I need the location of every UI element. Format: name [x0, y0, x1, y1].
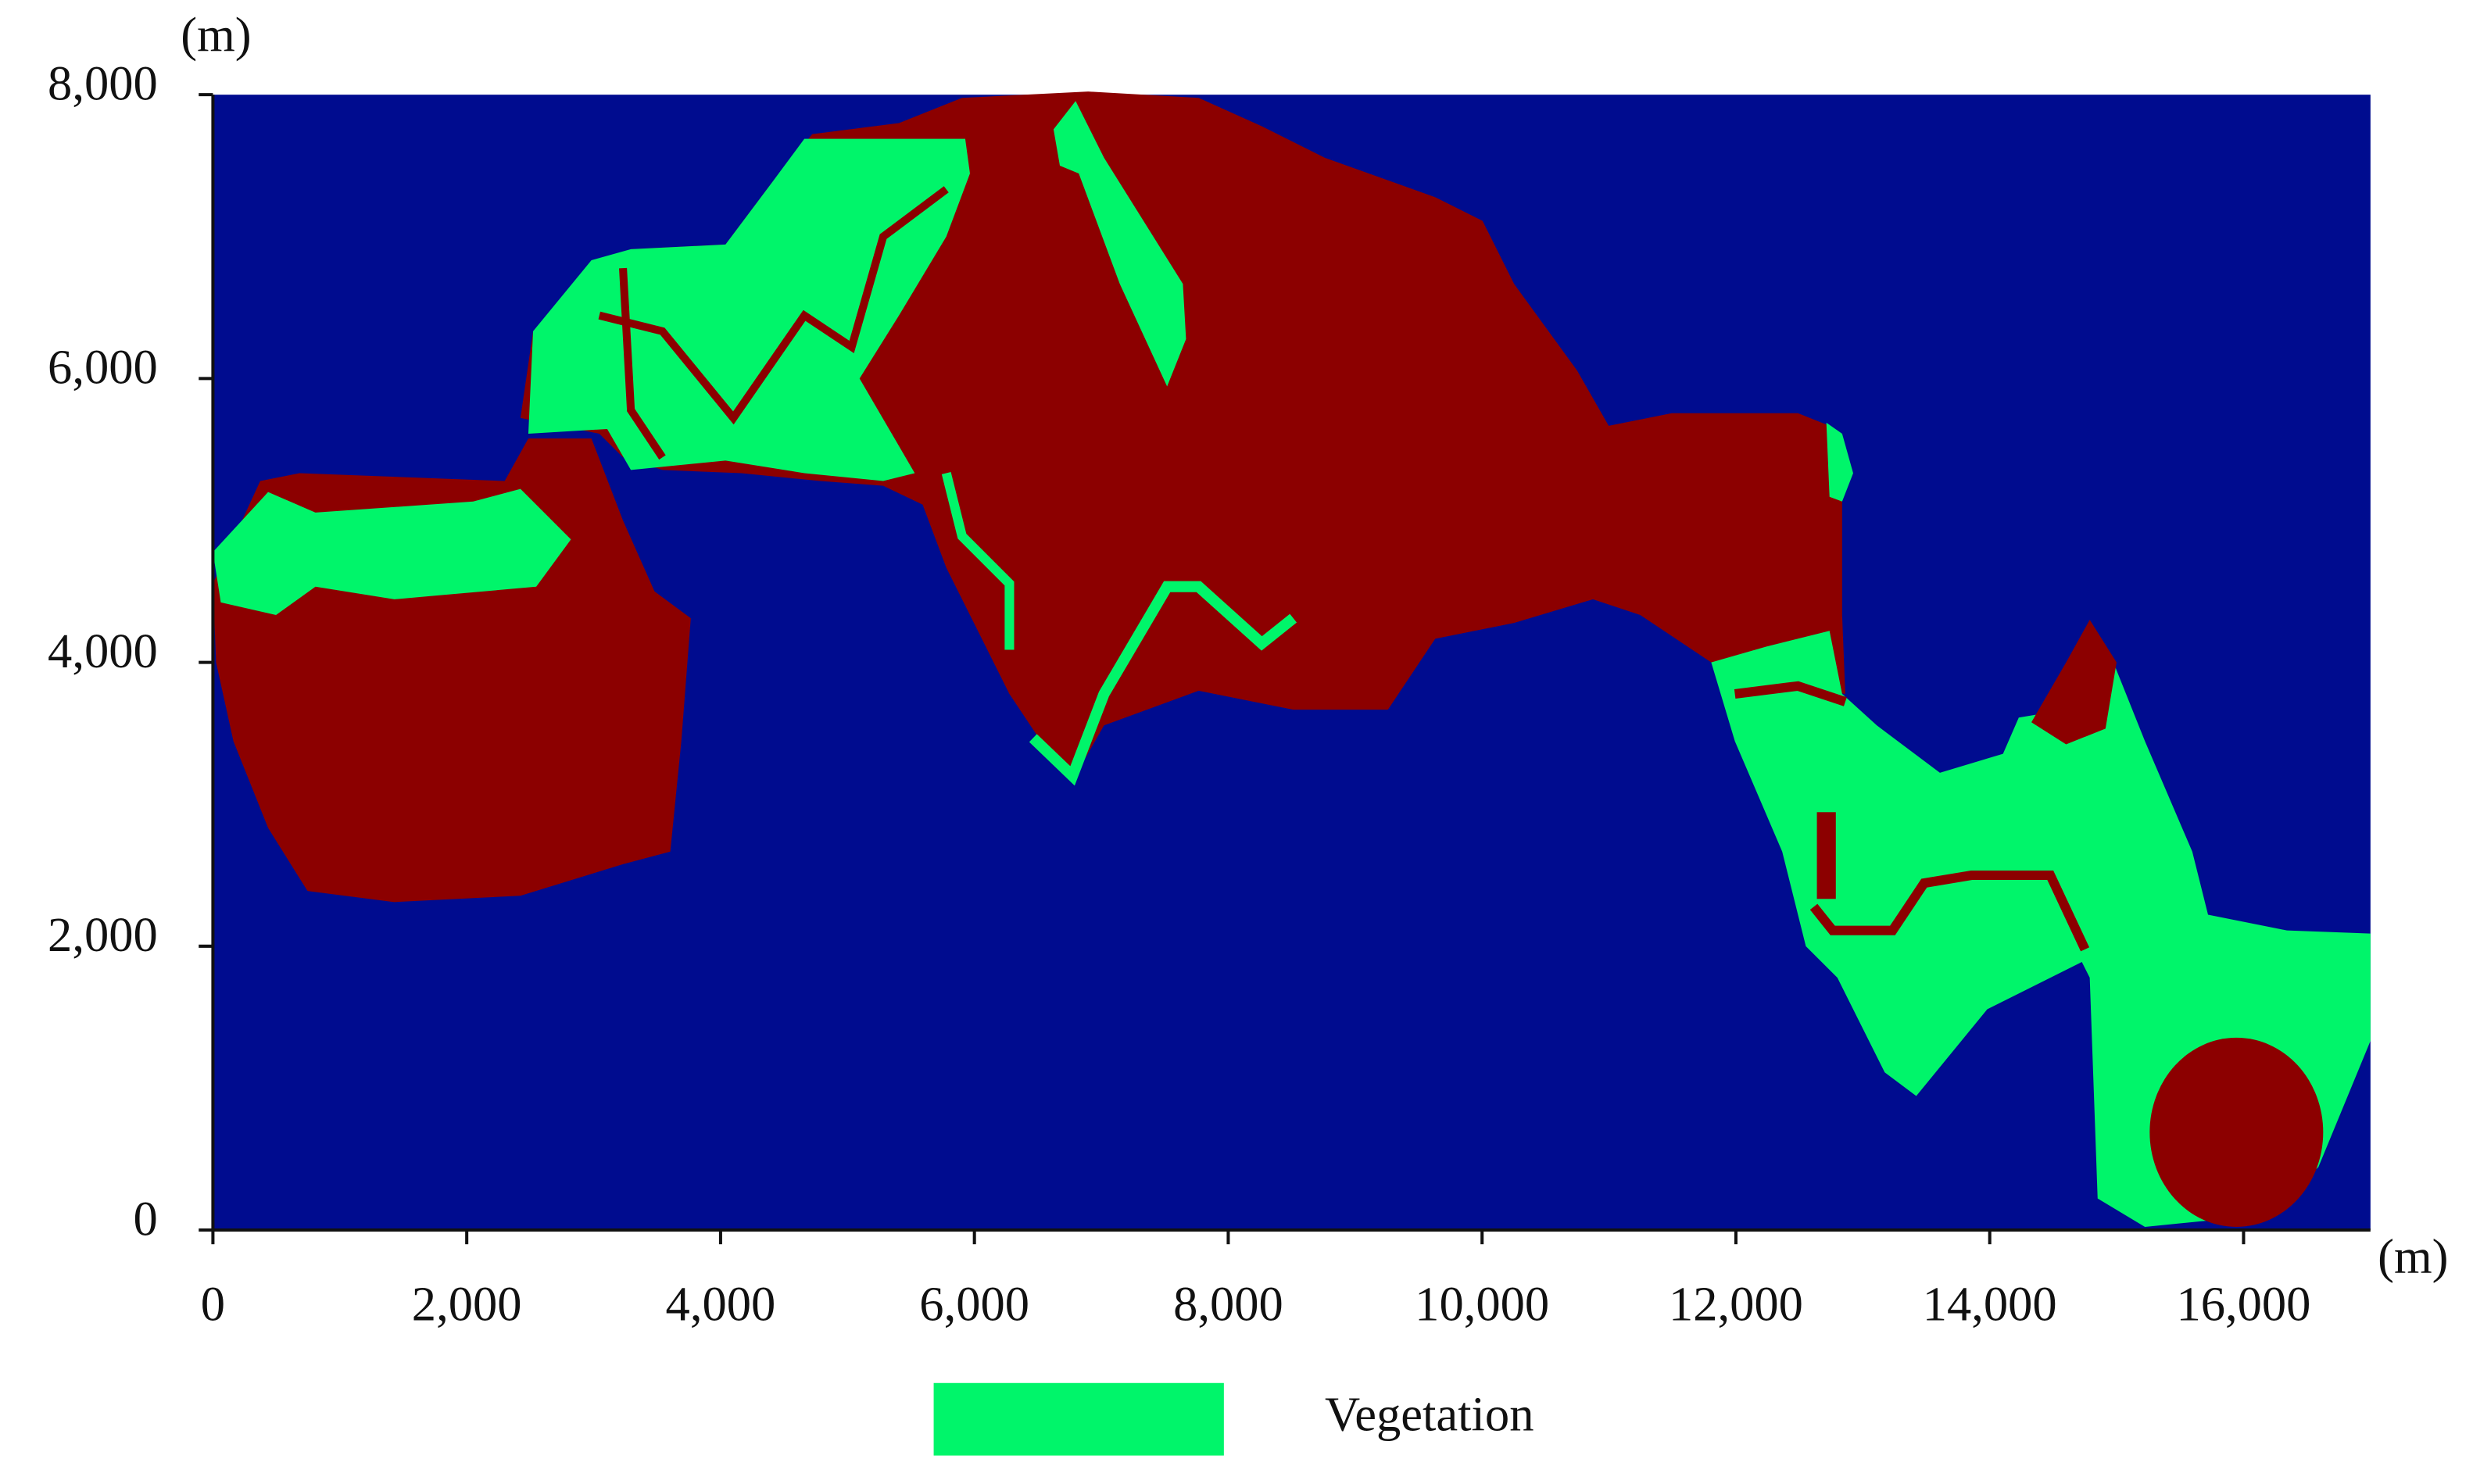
- red-strip: [619, 267, 666, 460]
- red-zone: [2149, 1037, 2324, 1227]
- x-tick-label: 16,000: [2176, 1276, 2310, 1331]
- red-strip: [598, 186, 949, 425]
- red-zone: [2031, 620, 2117, 745]
- y-tick-label: 0: [134, 1191, 158, 1246]
- x-tick-label: 12,000: [1669, 1276, 1803, 1331]
- x-tick-label: 2,000: [412, 1276, 522, 1331]
- x-tick-label: 4,000: [666, 1276, 776, 1331]
- x-unit: (m): [2378, 1229, 2448, 1284]
- vegetation-zone: [1053, 101, 1186, 387]
- legend: Vegetation: [933, 1382, 1534, 1456]
- legend-swatch: [933, 1382, 1224, 1456]
- x-tick-label: 14,000: [1923, 1276, 2057, 1331]
- x-tick-label: 6,000: [919, 1276, 1029, 1331]
- vegetation-zone: [528, 138, 970, 481]
- axis-ticks: 0 2,000 4,000 6,000 8,000 10,000 12,000 14,000 1…: [48, 55, 2310, 1331]
- legend-label: Vegetation: [1325, 1387, 1534, 1442]
- vegetation-strip: [1029, 581, 1297, 786]
- y-unit: (m): [181, 7, 251, 62]
- y-tick-label: 6,000: [48, 340, 158, 395]
- y-tick-label: 2,000: [48, 907, 158, 962]
- vegetation-zone: [213, 488, 571, 616]
- y-tick-label: 4,000: [48, 624, 158, 678]
- x-tick-label: 0: [201, 1276, 225, 1331]
- x-tick-label: 10,000: [1415, 1276, 1549, 1331]
- vegetation-zone: [1826, 422, 1853, 502]
- red-strip: [1734, 681, 1847, 706]
- red-strip: [1816, 812, 1836, 899]
- vegetation-strip: [941, 471, 1015, 650]
- y-tick-label: 8,000: [48, 55, 158, 110]
- red-strip: [1809, 870, 2090, 952]
- raster-map: [213, 91, 2371, 1231]
- x-tick-label: 8,000: [1173, 1276, 1283, 1331]
